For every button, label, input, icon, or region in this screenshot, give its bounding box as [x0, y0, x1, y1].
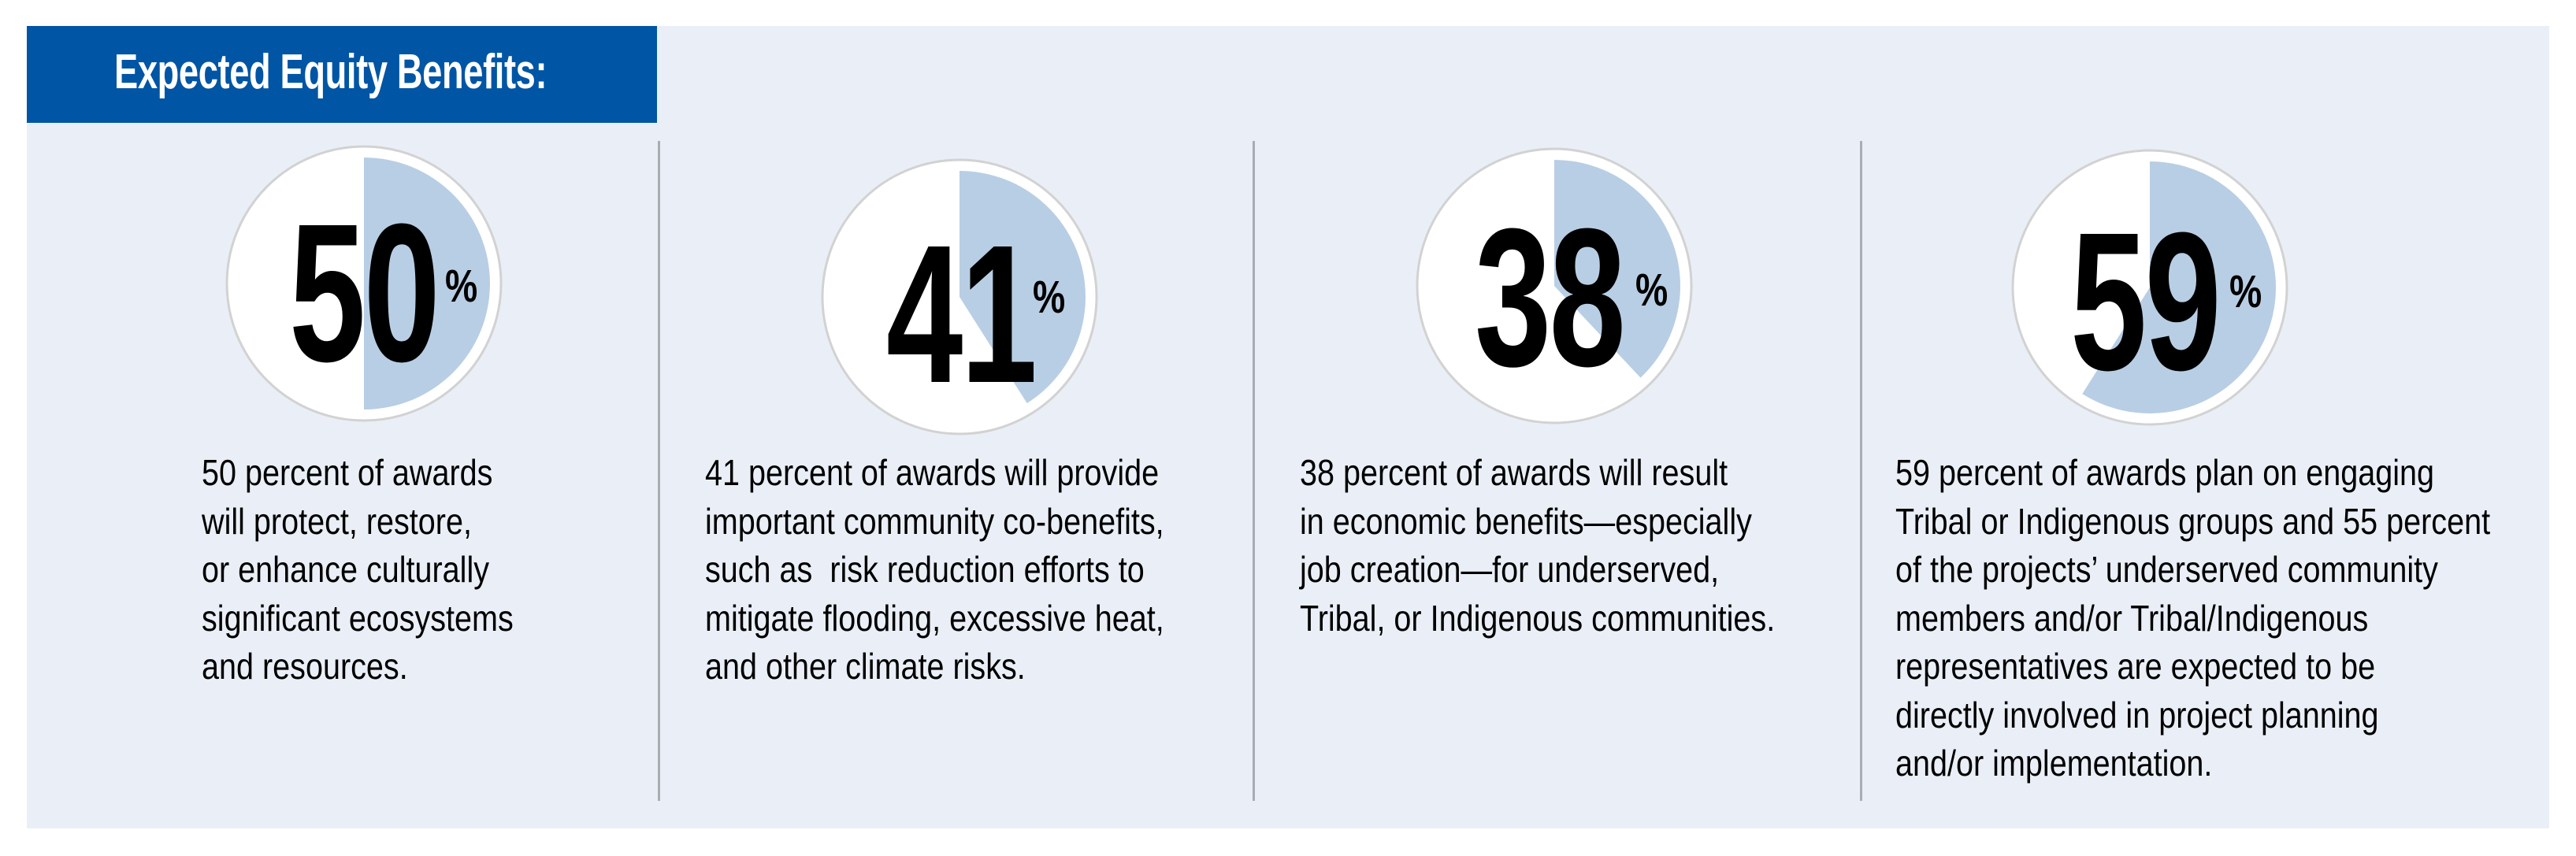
description-line: of the projects’ underserved community	[1895, 549, 2438, 590]
percent-pie-chart	[225, 145, 503, 422]
stat-card: 59 %	[2011, 149, 2288, 426]
description-line: directly involved in project planning	[1895, 694, 2379, 736]
stat-description: 50 percent of awards will protect, resto…	[202, 449, 514, 691]
description-line: important community co-benefits,	[705, 500, 1164, 542]
description-line: Tribal, or Indigenous communities.	[1300, 597, 1776, 639]
column-divider	[1253, 141, 1255, 801]
description-line: representatives are expected to be	[1895, 646, 2376, 687]
pie-slice	[364, 157, 490, 409]
description-line: such as risk reduction efforts to	[705, 549, 1145, 590]
percent-pie-chart	[821, 158, 1098, 435]
header-banner: Expected Equity Benefits:	[27, 26, 657, 123]
stat-description: 59 percent of awards plan on engaging Tr…	[1895, 449, 2490, 788]
pie-slice	[1554, 160, 1680, 378]
percent-sign: %	[2229, 266, 2262, 317]
pie-slice	[960, 171, 1086, 404]
description-line: or enhance culturally	[202, 549, 490, 590]
column-divider	[658, 141, 660, 801]
stat-value: 38	[1475, 187, 1626, 407]
description-line: 41 percent of awards will provide	[705, 452, 1160, 493]
description-line: significant ecosystems	[202, 597, 514, 639]
stat-card: 38 %	[1416, 147, 1693, 424]
percent-sign: %	[1033, 272, 1066, 323]
stat-description: 41 percent of awards will provide import…	[705, 449, 1164, 691]
stat-card: 41 %	[821, 158, 1098, 435]
percent-sign: %	[445, 261, 478, 312]
description-line: in economic benefits—especially	[1300, 500, 1752, 542]
description-line: 50 percent of awards	[202, 452, 493, 493]
stat-value: 50	[289, 183, 440, 402]
description-line: and/or implementation.	[1895, 743, 2213, 784]
percent-pie-chart	[2011, 149, 2288, 426]
percent-sign: %	[1635, 265, 1668, 316]
column-divider	[1860, 141, 1862, 801]
page-title: Expected Equity Benefits:	[114, 45, 547, 99]
description-line: mitigate flooding, excessive heat,	[705, 597, 1164, 639]
stat-description: 38 percent of awards will result in econ…	[1300, 449, 1775, 643]
stat-value: 41	[886, 204, 1037, 424]
description-line: and other climate risks.	[705, 646, 1026, 687]
stat-card: 50 %	[225, 145, 503, 422]
description-line: job creation—for underserved,	[1300, 549, 1720, 590]
description-line: will protect, restore,	[202, 500, 472, 542]
percent-pie-chart	[1416, 147, 1693, 424]
description-line: 59 percent of awards plan on engaging	[1895, 452, 2435, 493]
pie-slice	[2082, 161, 2276, 413]
description-line: 38 percent of awards will result	[1300, 452, 1728, 493]
description-line: members and/or Tribal/Indigenous	[1895, 597, 2369, 639]
description-line: Tribal or Indigenous groups and 55 perce…	[1895, 500, 2491, 542]
description-line: and resources.	[202, 646, 408, 687]
stat-value: 59	[2070, 191, 2222, 411]
